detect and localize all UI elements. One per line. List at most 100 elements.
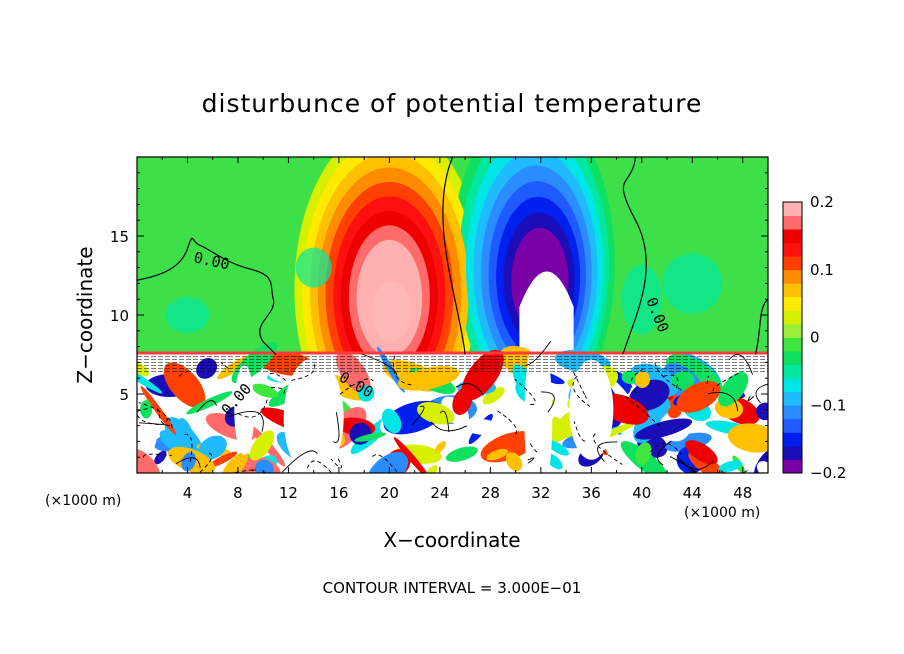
weak-anomaly bbox=[165, 297, 210, 333]
weak-anomaly bbox=[621, 264, 662, 335]
contour-line bbox=[332, 412, 340, 443]
turbulence-cell bbox=[416, 402, 455, 425]
x-tick-label: 20 bbox=[380, 484, 399, 502]
contour-line bbox=[624, 396, 660, 427]
x-tick-label: 44 bbox=[683, 484, 702, 502]
colorbar-segment bbox=[783, 391, 802, 406]
x-unit-label-left: (×1000 m) bbox=[45, 493, 121, 509]
y-axis-label: Z−coordinate bbox=[73, 246, 97, 383]
turbulence-cell bbox=[434, 441, 447, 454]
turbulence-cell bbox=[358, 385, 375, 402]
colorbar-segment bbox=[783, 323, 802, 338]
contour-line bbox=[271, 386, 286, 396]
contour-line bbox=[198, 452, 213, 473]
colorbar-segment bbox=[783, 405, 802, 420]
y-tick-label: 5 bbox=[119, 386, 129, 404]
contour-line bbox=[156, 403, 169, 424]
contour-line bbox=[622, 157, 647, 355]
turbulence-cell bbox=[685, 440, 718, 465]
contour-line bbox=[361, 353, 397, 376]
turbulence-cell bbox=[461, 349, 504, 401]
contour-line bbox=[497, 410, 517, 437]
contour-line bbox=[430, 421, 468, 432]
contour-line bbox=[137, 237, 277, 355]
turbulence-cell bbox=[154, 450, 167, 465]
turbulence-cell bbox=[186, 391, 233, 415]
x-tick-label: 48 bbox=[733, 484, 752, 502]
contour-line bbox=[663, 374, 679, 389]
contour-line bbox=[573, 421, 586, 442]
contour-line bbox=[138, 402, 173, 428]
colorbar-segment bbox=[783, 283, 802, 298]
contour-line bbox=[178, 368, 193, 377]
turbulence-cell bbox=[718, 460, 743, 473]
contour-line bbox=[227, 410, 264, 432]
turbulence-cell bbox=[137, 428, 157, 468]
contour-line bbox=[196, 400, 217, 413]
turbulence-cell bbox=[397, 366, 460, 391]
turbulence-cell bbox=[354, 432, 386, 442]
contour-line bbox=[175, 457, 201, 468]
colorbar-segment bbox=[783, 269, 802, 284]
contour-line bbox=[143, 453, 172, 458]
x-tick-label: 24 bbox=[430, 484, 449, 502]
contour-line bbox=[288, 363, 316, 382]
turbulence-cell bbox=[505, 452, 523, 472]
contour-line bbox=[630, 368, 644, 394]
contour-line bbox=[281, 450, 318, 473]
contour-line bbox=[339, 378, 374, 395]
colorbar-segment bbox=[783, 445, 802, 460]
x-unit-label-right: (×1000 m) bbox=[684, 505, 760, 521]
turbulence-cell bbox=[181, 452, 196, 472]
contour-line bbox=[236, 399, 268, 418]
turbulence-cell bbox=[635, 442, 652, 465]
turbulence-cell bbox=[756, 402, 768, 421]
contour-line bbox=[514, 378, 536, 405]
contour-line bbox=[529, 443, 540, 454]
y-axis: 5 10 15 bbox=[110, 172, 768, 458]
contour-line bbox=[728, 354, 753, 375]
contour-line bbox=[712, 372, 739, 392]
turbulence-cell bbox=[196, 358, 218, 379]
turbulence-cell bbox=[221, 452, 249, 473]
x-tick-label: 16 bbox=[329, 484, 348, 502]
contour-layer bbox=[137, 157, 768, 473]
x-tick-label: 36 bbox=[582, 484, 601, 502]
contour-line bbox=[654, 362, 684, 392]
turbulence-cell bbox=[460, 418, 504, 436]
turbulence-cell bbox=[667, 405, 682, 419]
turbulence-cell bbox=[718, 371, 749, 407]
turbulence-cell bbox=[727, 423, 768, 453]
contour-line bbox=[755, 383, 768, 404]
colorbar-segment bbox=[783, 229, 802, 244]
contour-line bbox=[593, 433, 623, 465]
turbulence-cell bbox=[163, 362, 206, 408]
contour-line bbox=[262, 471, 266, 473]
colorbar-segment bbox=[783, 459, 802, 474]
contour-line bbox=[220, 362, 229, 369]
contour-line bbox=[137, 395, 160, 426]
turbulence-cell bbox=[376, 346, 405, 393]
y-tick-label: 15 bbox=[110, 228, 129, 246]
turbulence-cell bbox=[482, 386, 505, 405]
chart-title: disturbunce of potential temperature bbox=[202, 89, 703, 118]
turbulence-cell bbox=[546, 439, 569, 456]
colorbar-segment bbox=[783, 364, 802, 379]
colorbar-segment bbox=[783, 296, 802, 311]
colorbar-segment bbox=[783, 378, 802, 393]
weak-anomaly bbox=[662, 253, 723, 314]
turbulence-cell bbox=[445, 446, 478, 462]
contour-line bbox=[707, 392, 739, 412]
turbulence-cell bbox=[249, 430, 275, 461]
colorbar-segment bbox=[783, 337, 802, 352]
contour-line bbox=[372, 454, 399, 473]
turbulence-cell bbox=[634, 418, 693, 440]
turbulence-cell bbox=[676, 380, 721, 413]
plot-area bbox=[137, 157, 768, 473]
turbulence-cell bbox=[159, 430, 181, 451]
contour-line bbox=[230, 469, 257, 473]
colorbar-tick-label: 0.2 bbox=[810, 193, 834, 211]
contour-line bbox=[139, 422, 171, 427]
cold-core bbox=[519, 271, 574, 355]
